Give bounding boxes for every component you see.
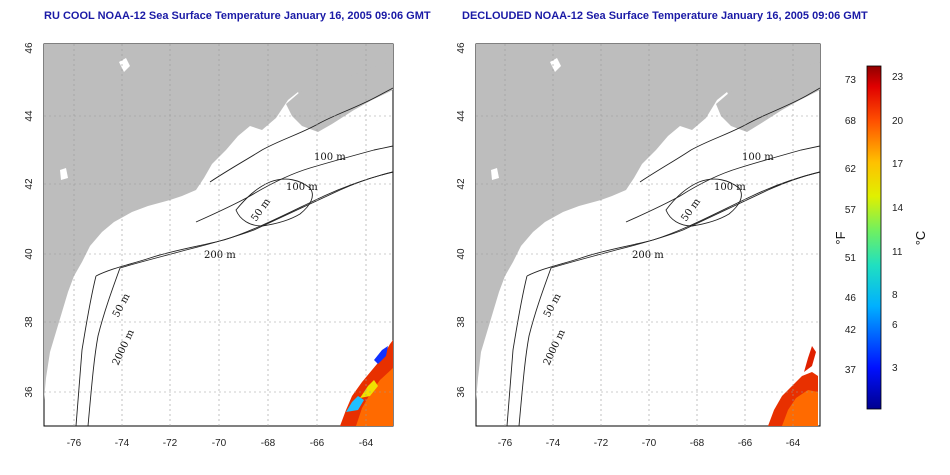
- left-map-landmass: [44, 44, 393, 400]
- fahrenheit-tick: 42: [845, 325, 857, 336]
- left-contour-label-100-a: 100 m: [314, 152, 346, 163]
- celsius-tick: 14: [892, 203, 904, 214]
- right-x-tick: -66: [738, 438, 753, 449]
- left-x-tick: -66: [310, 438, 325, 449]
- celsius-tick: 6: [892, 320, 898, 331]
- left-map-sst-patch-blue: [374, 346, 388, 364]
- left-map-contour-200: [119, 171, 393, 269]
- left-contour-label-100-b: 100 m: [286, 182, 318, 193]
- right-y-tick: 46: [456, 42, 467, 54]
- fahrenheit-tick: 73: [845, 75, 857, 86]
- left-map-contour-100: [209, 87, 393, 183]
- left-y-tick: 36: [24, 386, 35, 398]
- left-map-lake: [119, 58, 130, 72]
- right-contour-label-100-b: 100 m: [714, 182, 746, 193]
- celsius-tick: 11: [892, 247, 903, 258]
- right-map-contour-shelf: [625, 145, 820, 223]
- right-map-lake: [550, 58, 561, 72]
- right-x-tick: -70: [642, 438, 657, 449]
- celsius-tick: 8: [892, 290, 898, 301]
- right-x-tick: -74: [546, 438, 561, 449]
- right-map-contour-coastal: [518, 267, 552, 426]
- left-map-gridlines: [44, 44, 393, 426]
- right-y-tick: 38: [456, 316, 467, 328]
- left-map-title: RU COOL NOAA-12 Sea Surface Temperature …: [44, 10, 431, 22]
- right-map-gridlines: [476, 44, 820, 426]
- right-contour-label-200: 200 m: [632, 250, 664, 261]
- left-y-tick: 40: [24, 248, 35, 260]
- right-map-panel: 100 m 100 m 50 m 200 m 50 m 2000 m -76 -…: [456, 42, 821, 449]
- left-y-tick-labels: 46 44 42 40 38 36: [24, 42, 35, 398]
- left-y-tick: 38: [24, 316, 35, 328]
- right-y-tick: 36: [456, 386, 467, 398]
- right-contour-label-100-a: 100 m: [742, 152, 774, 163]
- right-map-lake-2: [491, 168, 499, 180]
- right-map-contour-2000: [506, 171, 820, 426]
- celsius-tick: 20: [892, 116, 904, 127]
- left-x-tick: -74: [115, 438, 130, 449]
- right-map-contour-50: [665, 178, 742, 227]
- right-y-tick-labels: 46 44 42 40 38 36: [456, 42, 467, 398]
- right-map-novascotia: [716, 62, 820, 132]
- left-x-tick: -68: [261, 438, 276, 449]
- fahrenheit-tick: 46: [845, 293, 857, 304]
- right-y-tick: 40: [456, 248, 467, 260]
- right-x-tick: -76: [498, 438, 513, 449]
- fahrenheit-tick: 37: [845, 365, 857, 376]
- fahrenheit-tick: 51: [845, 253, 857, 264]
- left-y-tick: 46: [24, 42, 35, 54]
- left-x-tick: -64: [359, 438, 374, 449]
- right-map-sst-patch-warm: [782, 390, 818, 426]
- right-x-tick: -64: [786, 438, 801, 449]
- celsius-tick: 17: [892, 159, 904, 170]
- right-y-tick: 42: [456, 178, 467, 190]
- colorbar-fahrenheit-ticks: 73 68 62 57 51 46 42 37: [845, 75, 857, 376]
- left-x-tick: -76: [67, 438, 82, 449]
- fahrenheit-tick: 57: [845, 205, 857, 216]
- left-map-contour-2000: [75, 171, 393, 426]
- right-x-tick-labels: -76 -74 -72 -70 -68 -66 -64: [498, 438, 801, 449]
- right-map-landmass: [476, 44, 820, 400]
- right-map-contour-200: [550, 171, 820, 269]
- colorbar-celsius-ticks: 23 20 17 14 11 8 6 3: [892, 72, 904, 374]
- left-map-contour-shelf: [195, 145, 393, 223]
- left-map-sst-patch-cold: [346, 396, 364, 412]
- left-x-tick: -70: [212, 438, 227, 449]
- right-map-contour-100: [639, 87, 820, 183]
- right-map-title: DECLOUDED NOAA-12 Sea Surface Temperatur…: [462, 10, 868, 22]
- colorbar-celsius-label: °C: [913, 231, 928, 246]
- fahrenheit-tick: 68: [845, 116, 857, 127]
- left-map-lake-2: [60, 168, 68, 180]
- colorbar-fahrenheit-label: °F: [833, 231, 848, 244]
- left-map-contour-coastal: [87, 267, 121, 426]
- left-map-contour-50: [235, 178, 313, 227]
- left-map-sst-patch-warm: [356, 368, 393, 426]
- left-x-tick-labels: -76 -74 -72 -70 -68 -66 -64: [67, 438, 374, 449]
- right-x-tick: -72: [594, 438, 609, 449]
- colorbar: 73 68 62 57 51 46 42 37 23 20 17 14 11 8…: [833, 65, 928, 410]
- right-x-tick: -68: [690, 438, 705, 449]
- left-x-tick: -72: [163, 438, 178, 449]
- celsius-tick: 23: [892, 72, 904, 83]
- left-y-tick: 42: [24, 178, 35, 190]
- fahrenheit-tick: 62: [845, 164, 857, 175]
- left-map-panel: 100 m 100 m 50 m 200 m 50 m 2000 m -76 -…: [24, 42, 394, 449]
- right-y-tick: 44: [456, 110, 467, 122]
- right-map-sst-patch-streak: [804, 346, 816, 372]
- left-contour-label-200: 200 m: [204, 250, 236, 261]
- celsius-tick: 3: [892, 363, 898, 374]
- left-y-tick: 44: [24, 110, 35, 122]
- colorbar-gradient: [866, 65, 882, 410]
- left-map-sst-patch-yellow: [360, 380, 378, 398]
